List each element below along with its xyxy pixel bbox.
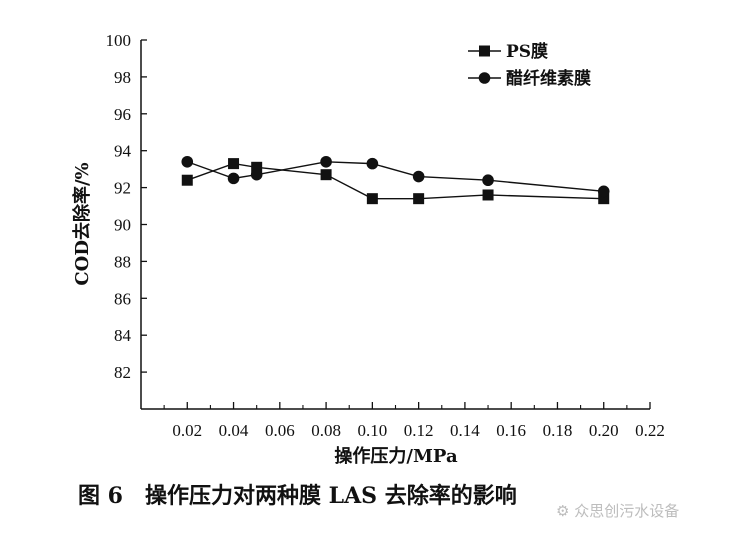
data-point: [366, 157, 379, 170]
x-tick-label: 0.02: [172, 421, 202, 440]
x-tick-label: 0.18: [543, 421, 573, 440]
y-tick-label: 100: [106, 31, 132, 50]
y-tick-label: 84: [114, 326, 132, 345]
data-point: [412, 170, 425, 183]
data-point: [320, 155, 332, 168]
data-point: [366, 193, 378, 205]
series-line: [187, 162, 604, 200]
x-tick-label: 0.04: [219, 421, 249, 440]
legend-marker: [478, 72, 491, 84]
x-tick-label: 0.22: [635, 421, 665, 440]
figure-caption: 图 6 操作压力对两种膜 LAS 去除率的影响: [78, 483, 517, 509]
watermark: ⚙ 众思创污水设备: [556, 500, 679, 521]
series-1: [181, 158, 610, 205]
x-tick-label: 0.10: [357, 421, 387, 440]
legend-label: PS膜: [506, 41, 548, 62]
data-point: [250, 168, 263, 181]
axes: 82 84 86 88 90 92 94 96 98 100 0.02 0.04 0.06 0.08 0.1…: [106, 31, 665, 440]
y-tick-label: 88: [114, 252, 131, 271]
x-tick-label: 0.16: [496, 421, 526, 440]
y-axis-title: COD去除率/%: [71, 162, 93, 285]
series-layer: [181, 155, 610, 205]
watermark-icon: ⚙: [556, 502, 570, 520]
x-tick-label: 0.20: [589, 421, 619, 440]
data-point: [597, 185, 610, 198]
y-tick-label: 98: [114, 68, 131, 87]
x-tick-label: 0.06: [265, 421, 295, 440]
data-point: [320, 169, 332, 181]
x-axis-title: 操作压力/MPa: [334, 445, 458, 467]
y-tick-label: 86: [114, 289, 131, 308]
data-point: [413, 193, 425, 205]
data-point: [181, 174, 193, 186]
x-tick-label: 0.12: [404, 421, 434, 440]
watermark-text: 众思创污水设备: [574, 502, 680, 520]
data-point: [181, 155, 194, 168]
y-tick-label: 90: [114, 216, 131, 235]
y-tick-label: 92: [114, 179, 131, 198]
legend-label: 醋纤维素膜: [506, 68, 591, 89]
legend-marker: [479, 45, 490, 57]
series-2: [181, 155, 610, 198]
data-point: [598, 193, 610, 205]
data-point: [482, 189, 494, 201]
y-tick-label: 94: [114, 142, 132, 161]
x-tick-label: 0.14: [450, 421, 480, 440]
y-tick-label: 96: [114, 105, 131, 124]
x-tick-label: 0.08: [311, 421, 341, 440]
data-point: [227, 172, 240, 185]
chart: 82 84 86 88 90 92 94 96 98 100 0.02 0.04 0.06 0.08 0.1…: [71, 31, 665, 467]
y-tick-label: 82: [114, 363, 131, 382]
data-point: [228, 158, 240, 170]
data-point: [482, 174, 494, 187]
data-point: [251, 161, 263, 173]
